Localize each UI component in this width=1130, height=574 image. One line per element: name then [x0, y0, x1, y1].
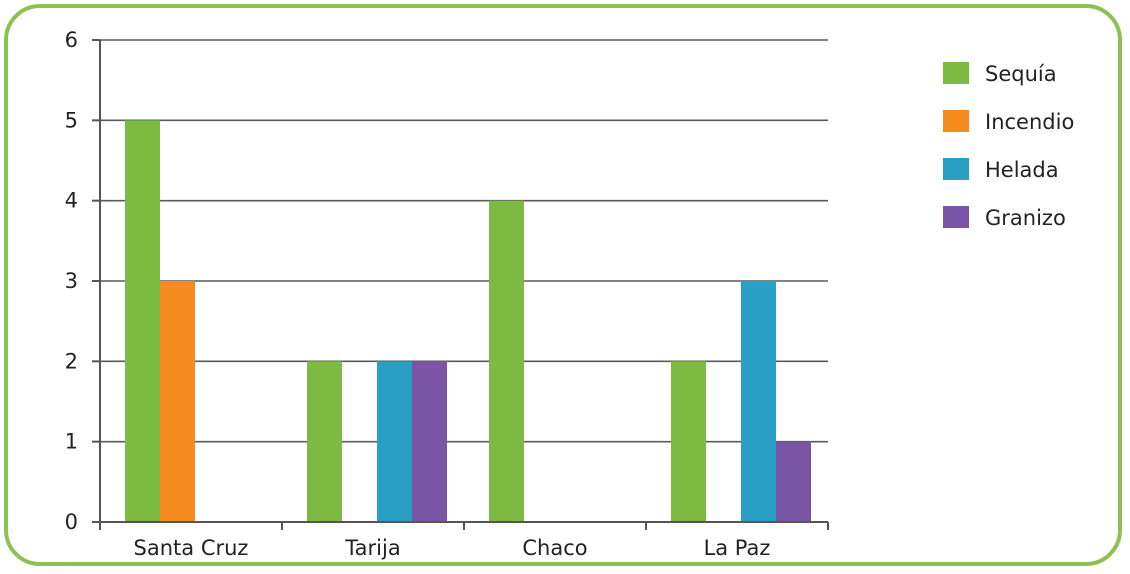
bar-granizo-tarija [412, 361, 447, 522]
bars [125, 120, 811, 522]
bar-granizo-la-paz [776, 441, 811, 522]
y-tick-label: 1 [65, 430, 78, 454]
legend-swatch-sequía [943, 62, 969, 84]
legend-swatch-helada [943, 158, 969, 180]
legend-label-helada: Helada [985, 158, 1059, 182]
y-tick-label: 3 [65, 269, 78, 293]
y-tick-labels: 0 1 2 3 4 5 6 [65, 28, 100, 534]
y-tick-label: 5 [65, 108, 78, 132]
x-tick-label: Tarija [344, 536, 400, 560]
bar-sequía-chaco [489, 200, 524, 522]
bar-sequía-tarija [307, 361, 342, 522]
bar-sequía-la-paz [671, 361, 706, 522]
x-tick-label: Santa Cruz [134, 536, 249, 560]
legend-swatch-incendio [943, 110, 969, 132]
bar-helada-tarija [377, 361, 412, 522]
x-tick-label: La Paz [704, 536, 771, 560]
gridlines [100, 39, 828, 443]
bar-incendio-santa-cruz [160, 281, 195, 522]
x-tick-labels: Santa Cruz Tarija Chaco La Paz [99, 522, 829, 560]
y-tick-label: 2 [65, 349, 78, 373]
y-tick-label: 6 [65, 28, 78, 52]
legend-label-incendio: Incendio [985, 110, 1074, 134]
legend-label-granizo: Granizo [985, 206, 1066, 230]
x-tick-label: Chaco [522, 536, 587, 560]
bar-sequía-santa-cruz [125, 120, 160, 522]
legend-label-sequía: Sequía [985, 62, 1057, 86]
legend-swatch-granizo [943, 206, 969, 228]
y-tick-label: 4 [65, 189, 78, 213]
y-tick-label: 0 [65, 510, 78, 534]
legend: Sequía Incendio Helada Granizo [943, 62, 1074, 230]
bar-helada-la-paz [741, 281, 776, 522]
